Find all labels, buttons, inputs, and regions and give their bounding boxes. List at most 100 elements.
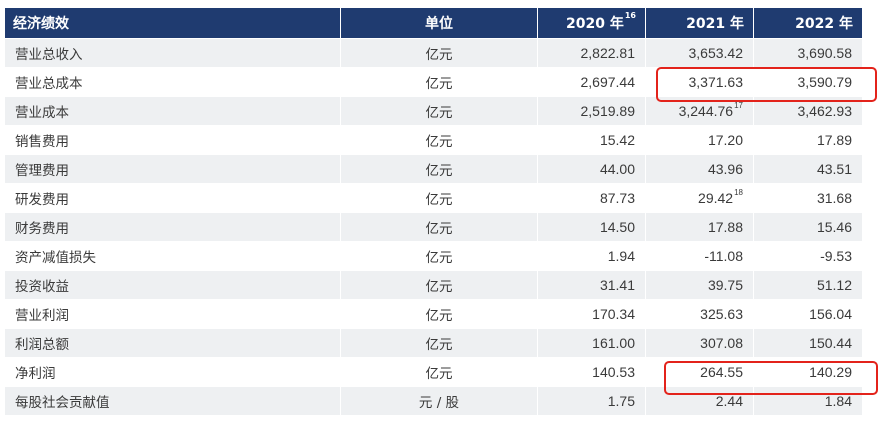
row-unit-text: 亿元 [425, 279, 453, 295]
table-row: 营业成本 亿元 2,519.89 3,244.7617 3,462.93 [5, 96, 862, 125]
row-label: 投资收益 [5, 270, 341, 299]
row-label: 营业成本 [5, 96, 341, 125]
value-2021: 43.96 [646, 154, 754, 183]
value-2022: 15.46 [754, 212, 862, 241]
value-2021: -11.08 [646, 241, 754, 270]
value-2022: 150.44 [754, 328, 862, 357]
row-label: 研发费用 [5, 183, 341, 212]
value-2021-text: 43.96 [707, 161, 743, 177]
row-label: 财务费用 [5, 212, 341, 241]
value-2022-text: 156.04 [809, 306, 852, 322]
value-2020: 170.34 [538, 299, 646, 328]
row-label-text: 管理费用 [15, 163, 69, 179]
row-unit-text: 亿元 [425, 192, 453, 208]
row-unit: 亿元 [341, 299, 538, 328]
row-unit-text: 亿元 [425, 221, 453, 237]
value-2021: 2.44 [646, 386, 754, 415]
row-label-text: 资产减值损失 [15, 250, 96, 266]
footnote-ref: 17 [734, 101, 743, 110]
value-2021: 3,244.7617 [646, 96, 754, 125]
footnote-ref: 18 [734, 188, 743, 197]
row-unit-text: 亿元 [425, 366, 453, 382]
row-label-text: 投资收益 [15, 279, 69, 295]
value-2020-text: 2,519.89 [580, 103, 636, 119]
row-unit: 元 / 股 [341, 386, 538, 415]
footnote-ref: 16 [624, 11, 636, 20]
row-unit: 亿元 [341, 328, 538, 357]
value-2021: 29.4218 [646, 183, 754, 212]
value-2022: 140.29 [754, 357, 862, 386]
row-unit: 亿元 [341, 67, 538, 96]
economic-performance-table: 经济绩效 单位 2020 年16 2021 年 2022 年 营业总收入 亿元 2,… [5, 8, 862, 415]
value-2020: 140.53 [538, 357, 646, 386]
value-2022-text: 150.44 [809, 335, 852, 351]
value-2020: 87.73 [538, 183, 646, 212]
row-unit: 亿元 [341, 38, 538, 67]
value-2020: 1.75 [538, 386, 646, 415]
value-2022: 51.12 [754, 270, 862, 299]
value-2022: 1.84 [754, 386, 862, 415]
table-row: 营业总成本 亿元 2,697.44 3,371.63 3,590.79 [5, 67, 862, 96]
value-2021-text: 29.42 [698, 190, 734, 206]
value-2021-text: 325.63 [700, 306, 743, 322]
value-2021-text: 39.75 [707, 277, 743, 293]
value-2021-text: -11.08 [704, 248, 743, 264]
header-year-2020-label: 2020 年 [566, 16, 624, 32]
row-label-text: 每股社会贡献值 [15, 395, 110, 411]
value-2022-text: 3,462.93 [797, 103, 853, 119]
row-label-text: 营业利润 [15, 308, 69, 324]
row-label-text: 销售费用 [15, 134, 69, 150]
value-2020: 2,697.44 [538, 67, 646, 96]
value-2022: 156.04 [754, 299, 862, 328]
value-2021: 3,371.63 [646, 67, 754, 96]
value-2020-text: 170.34 [592, 306, 635, 322]
value-2022: 43.51 [754, 154, 862, 183]
row-unit: 亿元 [341, 154, 538, 183]
table-row: 财务费用 亿元 14.50 17.88 15.46 [5, 212, 862, 241]
value-2020: 14.50 [538, 212, 646, 241]
value-2020: 2,822.81 [538, 38, 646, 67]
row-label: 销售费用 [5, 125, 341, 154]
row-unit-text: 亿元 [425, 76, 453, 92]
row-unit-text: 亿元 [425, 105, 453, 121]
row-unit-text: 亿元 [425, 134, 453, 150]
row-label: 管理费用 [5, 154, 341, 183]
value-2021-text: 307.08 [700, 335, 743, 351]
row-label-text: 营业成本 [15, 105, 69, 121]
row-label-text: 营业总收入 [15, 47, 83, 63]
row-label-text: 利润总额 [15, 337, 69, 353]
value-2022: -9.53 [754, 241, 862, 270]
value-2022-text: 51.12 [816, 277, 852, 293]
header-name: 经济绩效 [5, 8, 341, 38]
row-unit: 亿元 [341, 125, 538, 154]
value-2021: 3,653.42 [646, 38, 754, 67]
value-2020-text: 2,697.44 [580, 74, 636, 90]
value-2022-text: 43.51 [816, 161, 852, 177]
row-label-text: 研发费用 [15, 192, 69, 208]
table-row: 每股社会贡献值 元 / 股 1.75 2.44 1.84 [5, 386, 862, 415]
value-2020: 2,519.89 [538, 96, 646, 125]
value-2021: 39.75 [646, 270, 754, 299]
table-row: 营业总收入 亿元 2,822.81 3,653.42 3,690.58 [5, 38, 862, 67]
value-2022-text: -9.53 [820, 248, 852, 264]
value-2020-text: 2,822.81 [580, 45, 636, 61]
row-unit: 亿元 [341, 270, 538, 299]
value-2020-text: 14.50 [599, 219, 635, 235]
row-unit: 亿元 [341, 241, 538, 270]
value-2020-text: 1.75 [607, 393, 635, 409]
value-2021-text: 17.20 [707, 132, 743, 148]
table-row: 研发费用 亿元 87.73 29.4218 31.68 [5, 183, 862, 212]
value-2021-text: 2.44 [715, 393, 743, 409]
row-unit: 亿元 [341, 357, 538, 386]
value-2020: 15.42 [538, 125, 646, 154]
table-row: 利润总额 亿元 161.00 307.08 150.44 [5, 328, 862, 357]
value-2021-text: 3,653.42 [688, 45, 744, 61]
row-unit-text: 亿元 [425, 250, 453, 266]
table-header-row: 经济绩效 单位 2020 年16 2021 年 2022 年 [5, 8, 862, 38]
value-2022-text: 31.68 [816, 190, 852, 206]
value-2020-text: 1.94 [607, 248, 635, 264]
row-label-text: 净利润 [15, 366, 56, 382]
row-unit-text: 元 / 股 [418, 395, 460, 411]
row-label-text: 营业总成本 [15, 76, 83, 92]
value-2022: 31.68 [754, 183, 862, 212]
